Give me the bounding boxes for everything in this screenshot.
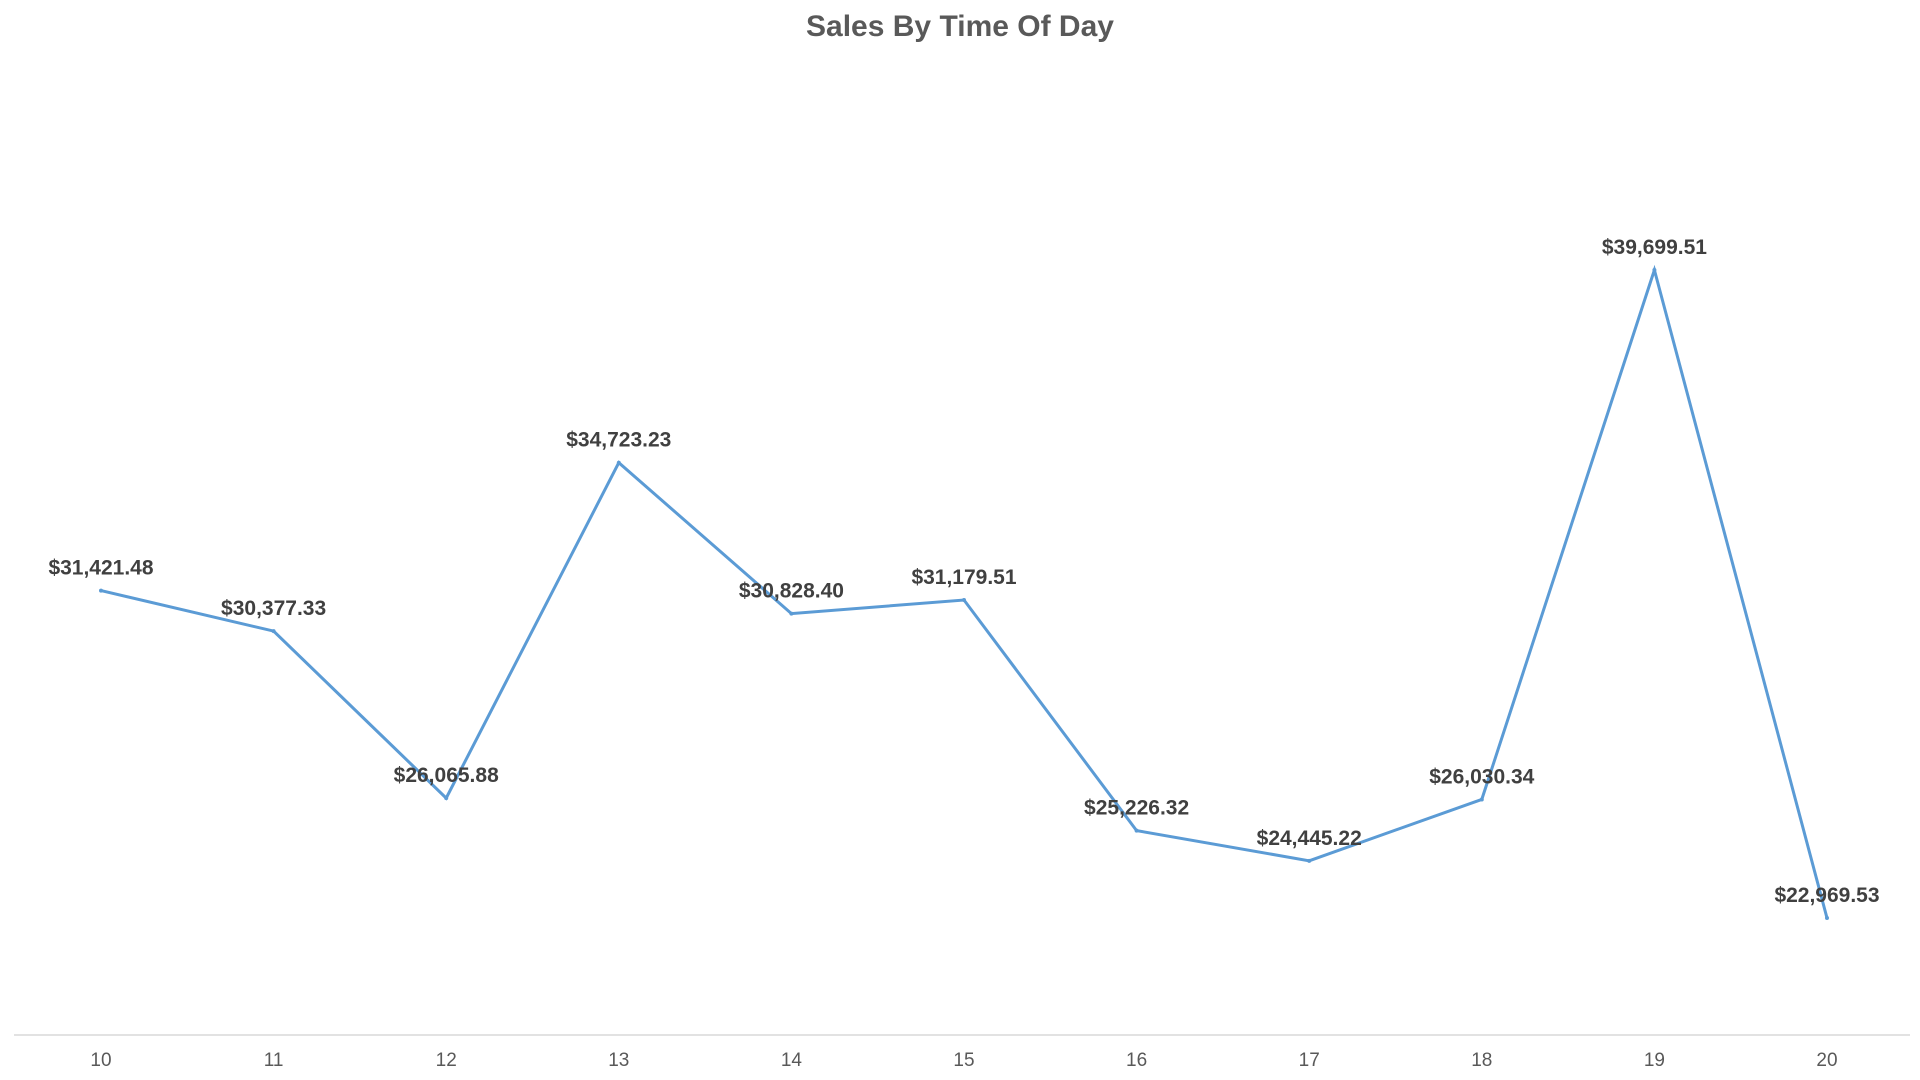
data-point [271, 629, 276, 634]
x-tick-label: 12 [436, 1050, 457, 1071]
x-tick-label: 10 [90, 1050, 111, 1071]
data-point [444, 796, 449, 801]
data-point [789, 611, 794, 616]
data-point [1134, 828, 1139, 833]
data-label: $24,445.22 [1257, 827, 1362, 850]
data-label: $31,179.51 [911, 566, 1016, 589]
data-point [1825, 916, 1829, 920]
data-label: $22,969.53 [1774, 884, 1879, 907]
x-tick-label: 16 [1126, 1050, 1147, 1071]
x-tick-label: 20 [1816, 1050, 1837, 1071]
series-line [100, 264, 1829, 919]
data-point [962, 598, 966, 603]
x-tick-label: 18 [1471, 1050, 1492, 1071]
series-layer [99, 264, 1829, 920]
data-point [1479, 797, 1484, 802]
data-label: $39,699.51 [1602, 236, 1707, 259]
x-axis-ticks: 10 11 12 13 14 15 16 17 18 19 20 [90, 1050, 1837, 1071]
data-labels: $31,421.48 $30,377.33 $26,065.88 $34,723.23… [48, 236, 1879, 907]
x-tick-label: 15 [953, 1050, 974, 1071]
data-label: $26,030.34 [1429, 765, 1534, 788]
x-tick-label: 19 [1644, 1050, 1665, 1071]
x-tick-label: 14 [781, 1050, 803, 1071]
x-tick-label: 17 [1299, 1050, 1320, 1071]
data-label: $30,828.40 [739, 580, 844, 603]
data-point [1652, 268, 1657, 272]
data-label: $34,723.23 [566, 429, 671, 452]
x-tick-label: 11 [264, 1050, 284, 1071]
data-point [616, 460, 621, 465]
chart-title: Sales By Time Of Day [806, 10, 1114, 43]
data-label: $25,226.32 [1084, 797, 1189, 820]
data-label: $30,377.33 [221, 597, 326, 620]
data-point [99, 588, 103, 593]
data-label: $31,421.48 [48, 557, 153, 580]
data-point [1307, 858, 1312, 863]
x-tick-label: 13 [608, 1050, 629, 1071]
data-label: $26,065.88 [394, 764, 499, 787]
